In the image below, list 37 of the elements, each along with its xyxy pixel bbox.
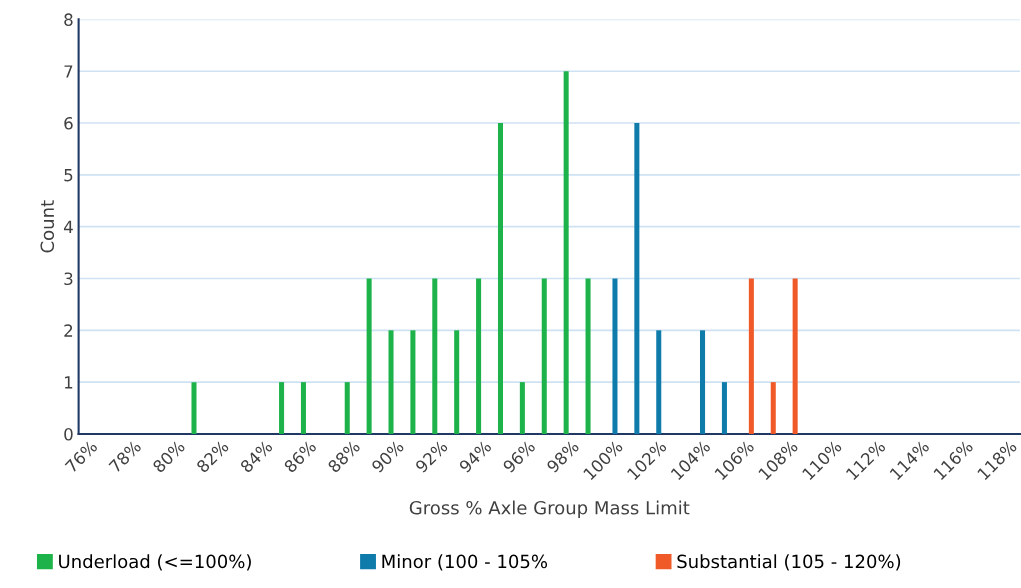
- bar: [792, 278, 798, 434]
- legend-label: Minor (100 - 105%: [382, 554, 548, 571]
- legend-label: Underload (<=100%): [59, 554, 251, 571]
- bar: [366, 278, 372, 434]
- y-tick-label: 4: [63, 220, 73, 234]
- bar: [388, 330, 394, 434]
- bar: [563, 71, 569, 434]
- bar: [454, 330, 460, 434]
- bar: [432, 278, 438, 434]
- bar: [721, 382, 727, 434]
- bar: [410, 330, 416, 434]
- bar: [770, 382, 776, 434]
- bar: [634, 123, 640, 434]
- legend-label: Substantial (105 - 120%): [677, 554, 901, 571]
- y-tick-label: 2: [64, 324, 73, 337]
- bar: [541, 278, 547, 434]
- bar: [300, 382, 306, 434]
- y-tick-label: 1: [64, 376, 73, 389]
- bar: [191, 382, 197, 434]
- bar: [279, 382, 285, 434]
- y-tick-label: 6: [64, 117, 73, 130]
- bar: [344, 382, 350, 434]
- y-tick-label: 8: [64, 13, 73, 26]
- bar: [476, 278, 482, 434]
- bar: [656, 330, 662, 434]
- y-tick-label: 7: [64, 65, 73, 78]
- bar: [497, 123, 503, 434]
- bar: [748, 278, 754, 434]
- y-axis-title: Count: [40, 200, 55, 253]
- bar: [700, 330, 706, 434]
- y-tick-label: 5: [64, 169, 73, 182]
- bar: [519, 382, 525, 434]
- bar: [612, 278, 618, 434]
- y-tick-label: 3: [64, 272, 73, 286]
- x-axis-title: Gross % Axle Group Mass Limit: [409, 500, 690, 519]
- y-tick-label: 0: [64, 427, 73, 441]
- bar: [585, 278, 591, 434]
